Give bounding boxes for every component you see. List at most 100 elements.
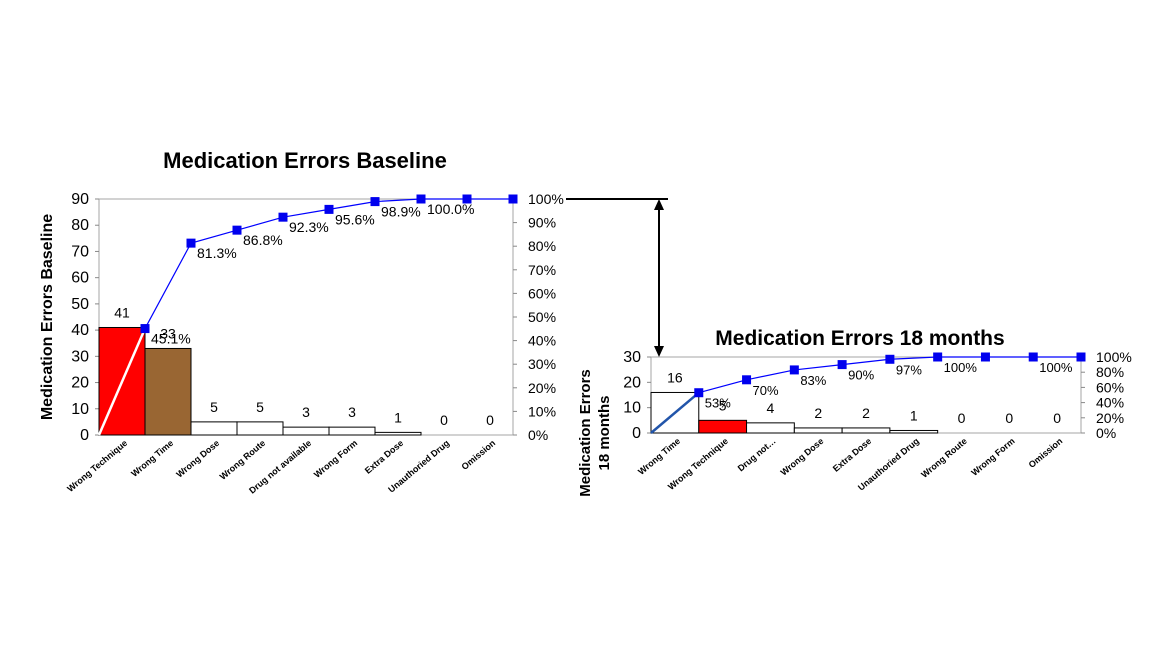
cumulative-point	[324, 204, 334, 214]
bar	[793, 427, 843, 434]
y-tick-label: 10	[71, 401, 89, 418]
bar-value-label: 33	[160, 325, 176, 341]
cumulative-point	[1076, 352, 1086, 362]
cumulative-point	[186, 238, 196, 248]
bar-value-label: 0	[1053, 410, 1061, 426]
bar-value-label: 1	[394, 409, 402, 425]
bar-value-label: 0	[486, 412, 494, 428]
y-tick-label: 90	[71, 191, 89, 208]
bar-value-label: 2	[862, 405, 870, 421]
category-label: Extra Dose	[363, 438, 405, 476]
y2-tick-label: 20%	[1096, 410, 1124, 426]
bar	[841, 427, 891, 434]
chart-title: Medication Errors Baseline	[163, 148, 447, 173]
category-label: Omission	[1027, 436, 1065, 470]
y-axis-label: Medication Errors 18 months	[577, 369, 613, 497]
y-axis-label-line: 18 months	[596, 395, 613, 470]
cumulative-percent-label: 100%	[1039, 360, 1073, 375]
connector-arrow-head-down	[654, 346, 664, 357]
category-label: Wrong Time	[129, 438, 175, 479]
y-tick-label: 80	[71, 217, 89, 234]
category-label: Wrong Technique	[65, 438, 129, 494]
cumulative-point	[789, 365, 799, 375]
cumulative-point	[462, 194, 472, 204]
category-label: Wrong Route	[919, 436, 969, 480]
y2-tick-label: 30%	[528, 356, 556, 372]
category-label: Wrong Dose	[779, 436, 826, 478]
y-tick-label: 20	[71, 375, 89, 392]
cumulative-percent-label: 90%	[848, 368, 874, 383]
bar-value-label: 0	[1005, 410, 1013, 426]
cumulative-point	[980, 352, 990, 362]
y2-tick-label: 100%	[1096, 349, 1132, 365]
y2-tick-label: 0%	[1096, 425, 1116, 441]
category-label: Wrong Dose	[174, 438, 221, 480]
bar	[236, 421, 284, 436]
category-label: Wrong Form	[969, 436, 1016, 478]
bar	[282, 426, 330, 436]
chart-title: Medication Errors 18 months	[715, 327, 1004, 350]
cumulative-percent-label: 45.1%	[151, 331, 191, 347]
cumulative-start-segment	[97, 328, 147, 436]
y-tick-label: 50	[71, 296, 89, 313]
y2-tick-label: 40%	[1096, 395, 1124, 411]
y2-tick-label: 60%	[528, 285, 556, 301]
y-axis-label: Medication Errors Baseline	[39, 214, 56, 420]
cumulative-percent-label: 100%	[944, 360, 978, 375]
cumulative-percent-label: 98.9%	[381, 204, 421, 220]
bar-value-label: 5	[210, 399, 218, 415]
cumulative-point	[370, 197, 380, 207]
connector-arrow-head-up	[654, 199, 664, 210]
cumulative-point	[1028, 352, 1038, 362]
y-tick-label: 70	[71, 243, 89, 260]
y2-tick-label: 20%	[528, 380, 556, 396]
category-label: Drug not…	[736, 436, 778, 474]
y-tick-label: 60	[71, 270, 89, 287]
bar-value-label: 0	[440, 412, 448, 428]
y2-tick-label: 100%	[528, 191, 564, 207]
bar-value-label: 16	[667, 369, 683, 385]
y-tick-label: 40	[71, 322, 89, 339]
bar	[144, 347, 192, 436]
bar	[328, 426, 376, 436]
y-tick-label: 0	[80, 427, 89, 444]
cumulative-percent-label: 70%	[753, 383, 779, 398]
cumulative-percent-label: 92.3%	[289, 219, 329, 235]
cumulative-point	[742, 375, 752, 385]
bar-value-label: 41	[114, 304, 130, 320]
y2-tick-label: 80%	[1096, 364, 1124, 380]
y2-tick-label: 10%	[528, 403, 556, 419]
cumulative-point	[694, 388, 704, 398]
bar	[889, 429, 939, 434]
bar-value-label: 2	[814, 405, 822, 421]
y2-tick-label: 40%	[528, 333, 556, 349]
cumulative-percent-label: 95.6%	[335, 211, 375, 227]
category-label: Wrong Route	[218, 438, 268, 482]
cumulative-percent-label: 53%	[705, 396, 731, 411]
cumulative-percent-label: 100.0%	[427, 201, 474, 217]
y-tick-label: 20	[623, 374, 641, 391]
category-label: Extra Dose	[831, 436, 873, 474]
y2-tick-label: 80%	[528, 238, 556, 254]
cumulative-point	[232, 225, 242, 235]
cumulative-start-segment	[650, 391, 700, 434]
category-label: Omission	[459, 438, 497, 472]
comparison-arrow-connector	[566, 198, 668, 357]
y-tick-label: 10	[623, 400, 641, 417]
category-label: Wrong Time	[636, 436, 682, 477]
bar-value-label: 0	[958, 410, 966, 426]
baseline-pareto-chart: Medication Errors Baseline Medication Err…	[39, 148, 564, 496]
bar-value-label: 5	[719, 397, 727, 413]
bar	[374, 431, 422, 436]
bar-value-label: 4	[767, 400, 775, 416]
y-tick-label: 30	[623, 349, 641, 366]
bar-value-label: 5	[256, 399, 264, 415]
cumulative-point	[885, 354, 895, 364]
y2-tick-label: 70%	[528, 262, 556, 278]
cumulative-percent-label: 83%	[800, 373, 826, 388]
bar-value-label: 1	[910, 407, 918, 423]
cumulative-point	[278, 212, 288, 222]
y2-tick-label: 60%	[1096, 379, 1124, 395]
cumulative-point	[140, 324, 150, 334]
